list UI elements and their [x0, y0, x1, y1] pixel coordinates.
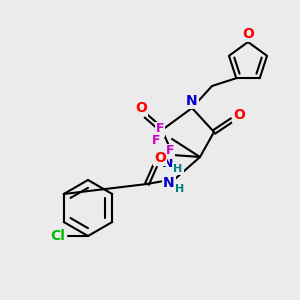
Text: O: O — [154, 151, 166, 165]
Text: F: F — [166, 145, 174, 158]
Text: N: N — [163, 176, 175, 190]
Text: N: N — [186, 94, 198, 108]
Text: O: O — [242, 27, 254, 41]
Text: H: H — [173, 164, 183, 174]
Text: O: O — [233, 108, 245, 122]
Text: F: F — [156, 122, 164, 136]
Text: Cl: Cl — [51, 229, 65, 243]
Text: N: N — [162, 156, 174, 170]
Text: H: H — [176, 184, 184, 194]
Text: F: F — [152, 134, 160, 148]
Text: O: O — [135, 101, 147, 115]
